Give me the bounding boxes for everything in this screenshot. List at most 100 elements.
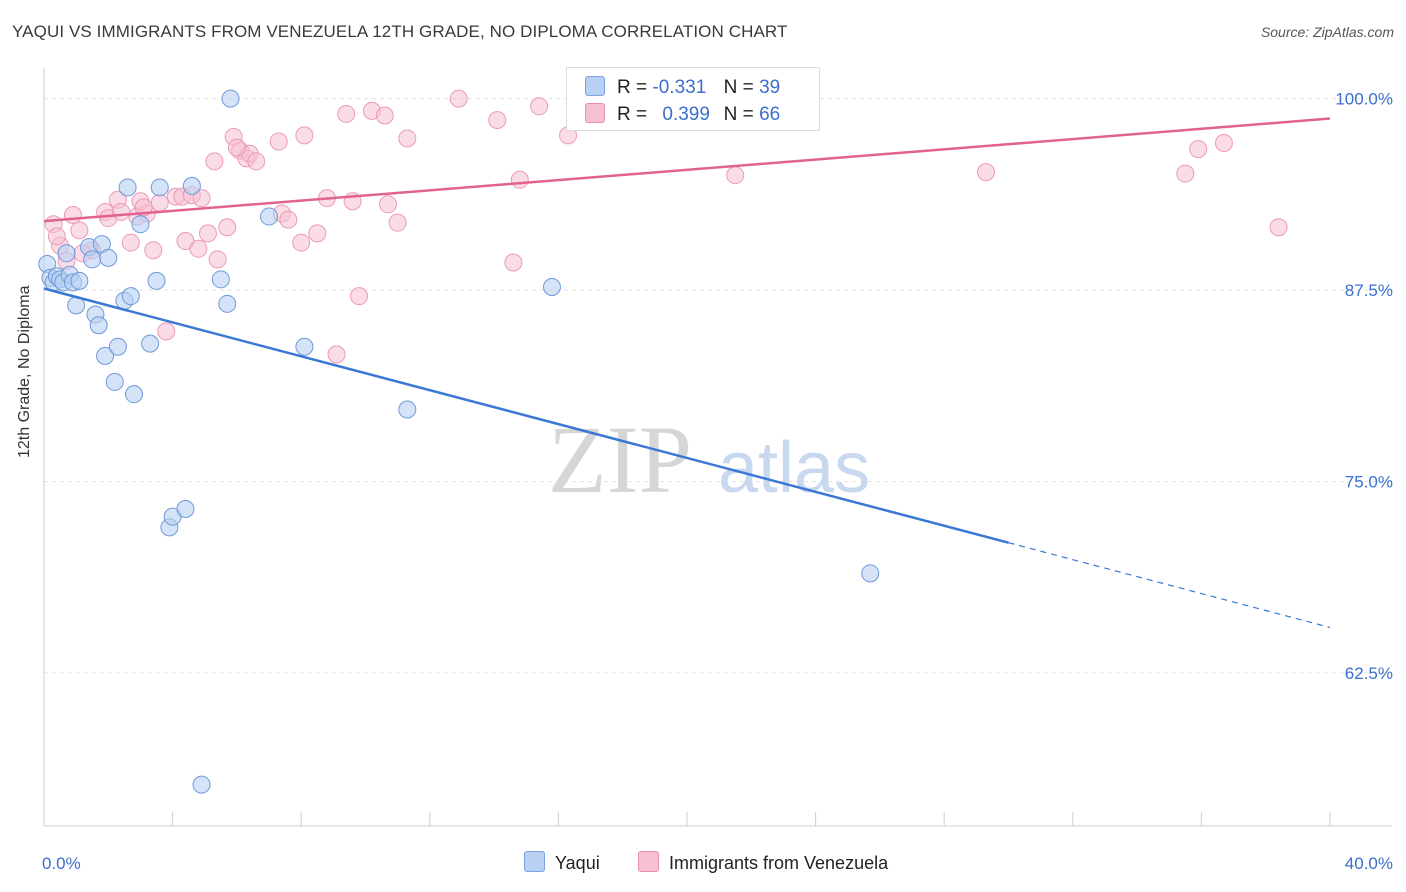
legend-row-venezuela: R = 0.399 N = 66 [585,103,780,125]
y-tick-label: 87.5% [1345,281,1393,300]
venezuela-point [198,224,217,243]
venezuela-point [218,218,237,237]
yaqui-point [150,178,169,197]
yaqui-point [83,250,102,269]
venezuela-point [112,202,131,221]
yaqui-point [89,316,108,335]
watermark-atlas: atlas [718,428,870,508]
yaqui-r-value: -0.331 [652,77,707,98]
yaqui-trend-extension [1008,542,1331,629]
venezuela-n-value: 66 [759,104,781,125]
yaqui-point [131,215,150,234]
venezuela-label: Immigrants from Venezuela [669,853,889,873]
venezuela-point [295,126,314,145]
venezuela-point [488,111,507,130]
yaqui-swatch [585,76,605,96]
yaqui-point [70,271,89,290]
venezuela-point [121,233,140,252]
venezuela-point [227,138,246,157]
r-label: R = [617,104,648,125]
venezuela-points [44,89,1288,364]
venezuela-point [337,104,356,123]
y-tick-label: 100.0% [1335,90,1393,109]
venezuela-point [150,193,169,212]
yaqui-point [260,207,279,226]
venezuela-swatch [585,103,605,123]
y-tick-label: 62.5% [1345,664,1393,683]
venezuela-point [530,97,549,116]
venezuela-point [192,189,211,208]
venezuela-point [292,233,311,252]
legend-row-yaqui: R = -0.331 N = 39 [585,76,780,98]
yaqui-point [99,248,118,267]
y-axis-label: 12th Grade, No Diploma [16,285,33,458]
venezuela-point [398,129,417,148]
yaqui-point [121,287,140,306]
trend-lines [43,117,1331,629]
yaqui-swatch [524,851,545,872]
chart-title: YAQUI VS IMMIGRANTS FROM VENEZUELA 12TH … [12,22,788,41]
source-label: Source: ZipAtlas.com [1260,24,1394,40]
venezuela-point [269,132,288,151]
venezuela-point [47,227,66,246]
zipatlas-watermark: ZIP atlas [548,406,870,513]
yaqui-point [221,89,240,108]
watermark-zip: ZIP [548,406,692,513]
venezuela-trend-line [43,117,1331,223]
grid [44,98,1392,674]
venezuela-point [1214,134,1233,153]
yaqui-point [861,564,880,583]
venezuela-point [388,213,407,232]
venezuela-point [1176,164,1195,183]
yaqui-point [176,500,195,519]
venezuela-point [350,287,369,306]
n-label: N = [723,77,754,98]
venezuela-point [208,250,227,269]
venezuela-point [279,210,298,229]
venezuela-point [70,221,89,240]
venezuela-point [189,239,208,258]
venezuela-point [157,322,176,341]
n-label: N = [723,104,754,125]
yaqui-point [192,775,211,794]
yaqui-point [118,178,137,197]
yaqui-point [147,271,166,290]
y-tick-label: 75.0% [1345,472,1393,491]
venezuela-point [1269,218,1288,237]
venezuela-point [1189,140,1208,159]
yaqui-point [125,385,144,404]
venezuela-point [63,206,82,225]
bottom-legend-venezuela: Immigrants from Venezuela [638,851,888,874]
venezuela-point [976,163,995,182]
yaqui-point [182,176,201,195]
venezuela-point [327,345,346,364]
r-label: R = [617,77,648,98]
bottom-legend-yaqui: Yaqui [524,851,600,874]
venezuela-point [375,106,394,125]
venezuela-swatch [638,851,659,872]
correlation-legend: R = -0.331 N = 39 R = 0.399 N = 66 [566,67,820,131]
axes [43,68,1392,827]
yaqui-point [218,294,237,313]
yaqui-point [96,346,115,365]
yaqui-point [105,372,124,391]
venezuela-point [144,241,163,260]
venezuela-point [379,195,398,214]
venezuela-point [449,89,468,108]
yaqui-point [211,270,230,289]
yaqui-point [141,334,160,353]
venezuela-point [205,152,224,171]
yaqui-n-value: 39 [759,77,781,98]
yaqui-label: Yaqui [555,853,600,873]
yaqui-point [398,400,417,419]
yaqui-point [295,337,314,356]
yaqui-point [57,244,76,263]
x-tick-label: 0.0% [42,854,81,873]
venezuela-point [247,152,266,171]
venezuela-r-value: 0.399 [662,104,710,125]
tick-labels: 62.5% 75.0% 87.5% 100.0% 0.0% 40.0% [42,90,1393,873]
yaqui-trend-line [43,287,1009,544]
venezuela-point [510,170,529,189]
venezuela-point [726,166,745,185]
